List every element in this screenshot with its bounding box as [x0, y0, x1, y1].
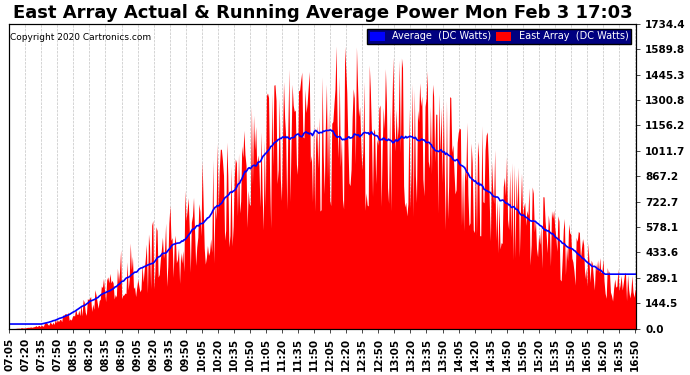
- Title: East Array Actual & Running Average Power Mon Feb 3 17:03: East Array Actual & Running Average Powe…: [13, 4, 633, 22]
- Text: Copyright 2020 Cartronics.com: Copyright 2020 Cartronics.com: [10, 33, 151, 42]
- Legend: Average  (DC Watts), East Array  (DC Watts): Average (DC Watts), East Array (DC Watts…: [367, 28, 631, 44]
